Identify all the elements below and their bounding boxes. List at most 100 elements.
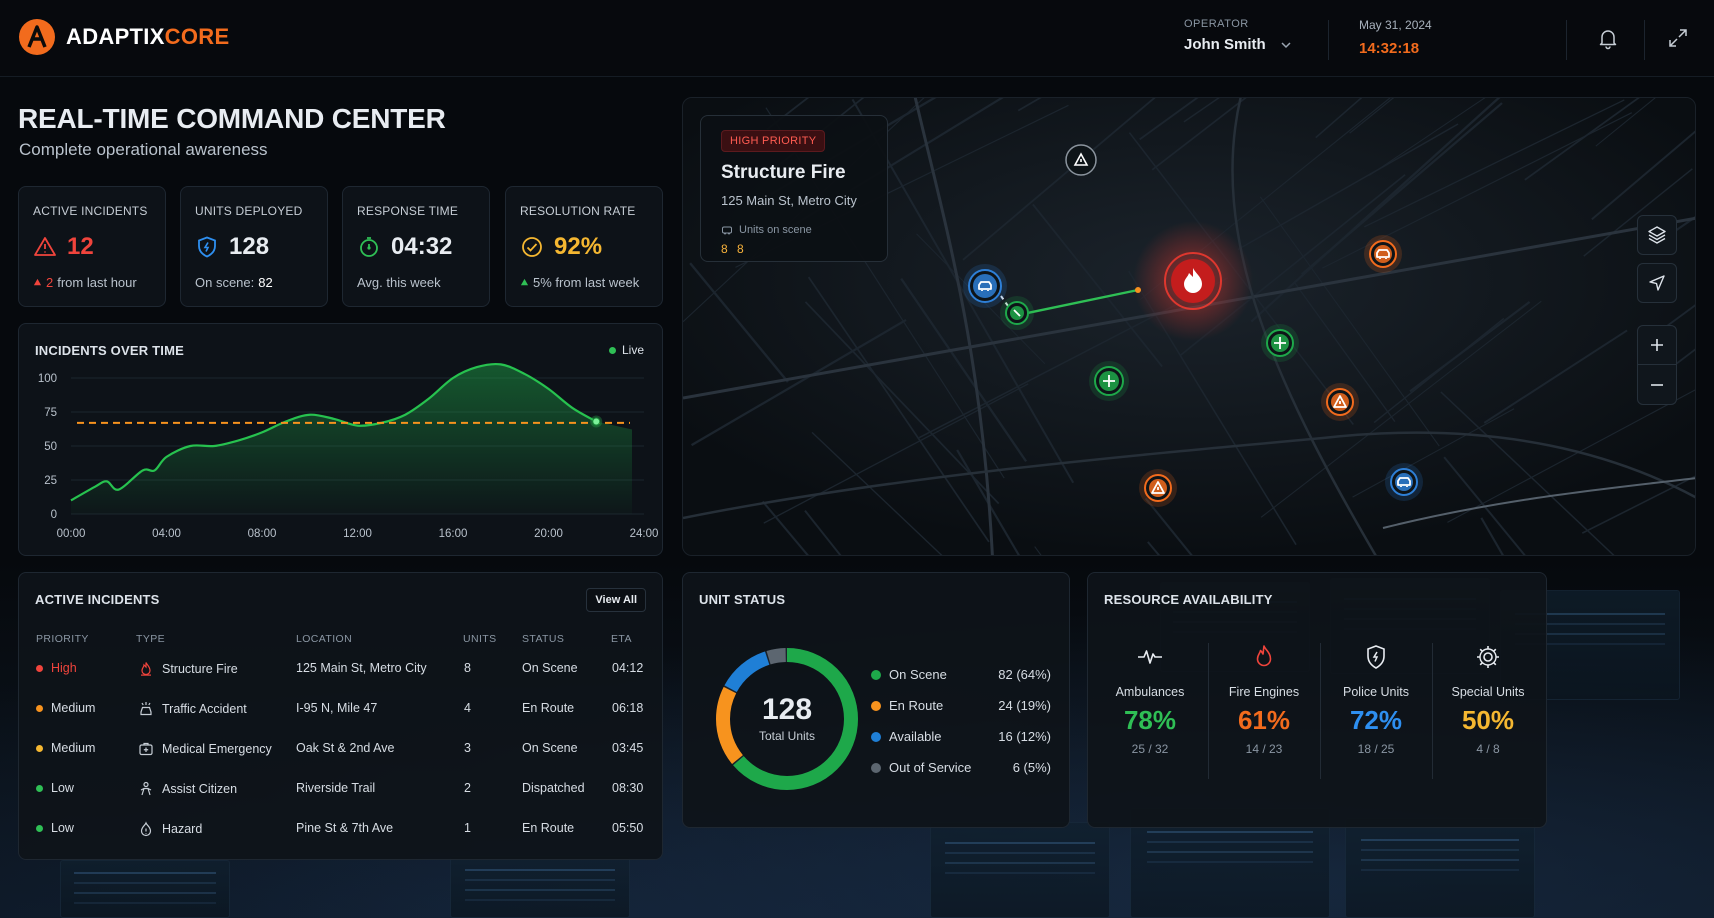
street xyxy=(1352,408,1515,498)
column-header-units[interactable]: UNITS xyxy=(463,633,497,645)
hazard-marker[interactable] xyxy=(1321,383,1359,421)
dispatch-route xyxy=(1012,288,1139,318)
x-tick-label: 16:00 xyxy=(439,528,468,540)
y-tick-label: 0 xyxy=(51,509,57,521)
background-monitor xyxy=(450,856,630,918)
popup-title: Structure Fire xyxy=(721,162,846,183)
map-toolbar xyxy=(1637,215,1677,311)
street xyxy=(851,98,1075,484)
resource-divider xyxy=(1432,643,1433,779)
header-divider xyxy=(1328,20,1329,60)
street xyxy=(1581,475,1695,534)
operator-selector[interactable]: OPERATOR John Smith xyxy=(1184,18,1292,53)
priority-cell: Low xyxy=(36,781,74,795)
series-line xyxy=(70,362,597,502)
bell-icon[interactable] xyxy=(1596,26,1620,50)
chevron-down-icon[interactable] xyxy=(1280,39,1292,51)
column-header-type[interactable]: TYPE xyxy=(136,633,166,645)
zoom-in-button[interactable] xyxy=(1637,325,1677,365)
status-cell: En Route xyxy=(522,701,575,715)
page-subtitle: Complete operational awareness xyxy=(19,140,268,159)
police-car-marker[interactable] xyxy=(1385,463,1423,501)
total-units-label: Total Units xyxy=(758,729,816,743)
hazard-icon xyxy=(140,821,152,837)
kpi-sub-text: 5% from last week xyxy=(533,275,640,290)
fire-incident-marker[interactable] xyxy=(1164,252,1222,310)
legend-label: Out of Service xyxy=(889,760,972,775)
police-car-marker[interactable] xyxy=(963,264,1007,308)
street xyxy=(804,301,1000,505)
kpi-card-active-incidents[interactable]: ACTIVE INCIDENTS 12 2 from last hour xyxy=(18,186,166,307)
street xyxy=(811,431,943,555)
legend-item: Available 16 (12%) xyxy=(871,729,1051,744)
kpi-sub-value: 82 xyxy=(258,275,273,290)
layers-button[interactable] xyxy=(1637,215,1677,255)
status-cell: On Scene xyxy=(522,741,578,755)
stopwatch-icon xyxy=(360,237,378,257)
warning-marker[interactable] xyxy=(1065,144,1097,176)
priority-text: Low xyxy=(51,821,74,835)
street xyxy=(763,383,1029,524)
popup-units-label: Units on scene xyxy=(739,224,812,236)
street xyxy=(807,276,990,543)
view-all-button[interactable]: View All xyxy=(586,588,646,612)
x-tick-label: 20:00 xyxy=(534,528,563,540)
brand-name: ADAPTIXCORE xyxy=(66,24,229,50)
kpi-label: RESOLUTION RATE xyxy=(520,204,636,218)
incident-popup[interactable]: HIGH PRIORITY Structure Fire 125 Main St… xyxy=(700,115,888,262)
medical-marker[interactable] xyxy=(1261,324,1299,362)
table-row[interactable]: Low Assist Citizen Riverside Trail 2 Dis… xyxy=(19,769,662,809)
person-assist-icon xyxy=(140,781,152,796)
fire-engine-marker[interactable] xyxy=(1364,235,1402,273)
zoom-out-button[interactable] xyxy=(1637,365,1677,405)
kpi-sub: On scene: 82 xyxy=(195,275,273,290)
expand-icon[interactable] xyxy=(1666,26,1690,50)
live-point[interactable] xyxy=(592,417,601,426)
ambulance-unit-marker[interactable] xyxy=(1000,296,1034,330)
street xyxy=(1595,98,1656,147)
hazard-marker[interactable] xyxy=(1139,469,1177,507)
header-divider xyxy=(1566,20,1567,60)
units-cell: 8 xyxy=(464,661,471,675)
type-text: Assist Citizen xyxy=(162,782,238,796)
legend-label: En Route xyxy=(889,698,944,713)
column-header-status[interactable]: STATUS xyxy=(522,633,565,645)
resource-fire-engines[interactable]: Fire Engines 61% 14 / 23 xyxy=(1208,643,1320,779)
locate-button[interactable] xyxy=(1637,263,1677,303)
priority-cell: Medium xyxy=(36,741,95,755)
status-cell: On Scene xyxy=(522,661,578,675)
resource-special-units[interactable]: Special Units 50% 4 / 8 xyxy=(1432,643,1544,779)
gear-icon xyxy=(1477,646,1499,668)
resource-police-units[interactable]: Police Units 72% 18 / 25 xyxy=(1320,643,1432,779)
table-row[interactable]: Medium Medical Emergency Oak St & 2nd Av… xyxy=(19,729,662,769)
column-header-location[interactable]: LOCATION xyxy=(296,633,353,645)
unit-status-donut[interactable] xyxy=(707,639,867,799)
kpi-card-response-time[interactable]: RESPONSE TIME 04:32 Avg. this week xyxy=(342,186,490,307)
kpi-card-units-deployed[interactable]: UNITS DEPLOYED 128 On scene: 82 xyxy=(180,186,328,307)
table-row[interactable]: Low Hazard Pine St & 7th Ave 1 En Route … xyxy=(19,809,662,849)
y-tick-label: 75 xyxy=(44,407,57,419)
series-area xyxy=(71,364,632,514)
incident-map[interactable]: HIGH PRIORITY Structure Fire 125 Main St… xyxy=(682,97,1696,556)
brand-logo[interactable]: ADAPTIXCORE xyxy=(18,18,229,56)
street xyxy=(1144,497,1193,555)
column-header-eta[interactable]: ETA xyxy=(611,633,632,645)
medical-marker[interactable] xyxy=(1089,361,1129,401)
column-header-priority[interactable]: PRIORITY xyxy=(36,633,89,645)
kpi-card-resolution-rate[interactable]: RESOLUTION RATE 92% 5% from last week xyxy=(505,186,663,307)
kpi-sub-label: On scene: xyxy=(195,275,255,290)
donut-segment[interactable] xyxy=(716,648,858,790)
x-tick-label: 24:00 xyxy=(630,528,659,540)
operator-name-row[interactable]: John Smith xyxy=(1184,36,1292,53)
heartbeat-icon xyxy=(1138,650,1162,664)
resource-ambulances[interactable]: Ambulances 78% 25 / 32 xyxy=(1094,643,1206,779)
incidents-chart[interactable]: 0 25 50 75 100 00:00 04:00 08:00 12:00 16:00 20:00… xyxy=(19,324,664,557)
table-row[interactable]: Medium Traffic Accident I-95 N, Mile 47 … xyxy=(19,689,662,729)
resource-name: Police Units xyxy=(1343,685,1409,699)
resource-fraction: 18 / 25 xyxy=(1357,742,1395,756)
street xyxy=(1183,98,1220,123)
donut-segment[interactable] xyxy=(716,648,858,790)
table-row[interactable]: High Structure Fire 125 Main St, Metro C… xyxy=(19,649,662,689)
eta-cell: 03:45 xyxy=(612,741,644,755)
kpi-value-row: 128 xyxy=(195,233,269,261)
